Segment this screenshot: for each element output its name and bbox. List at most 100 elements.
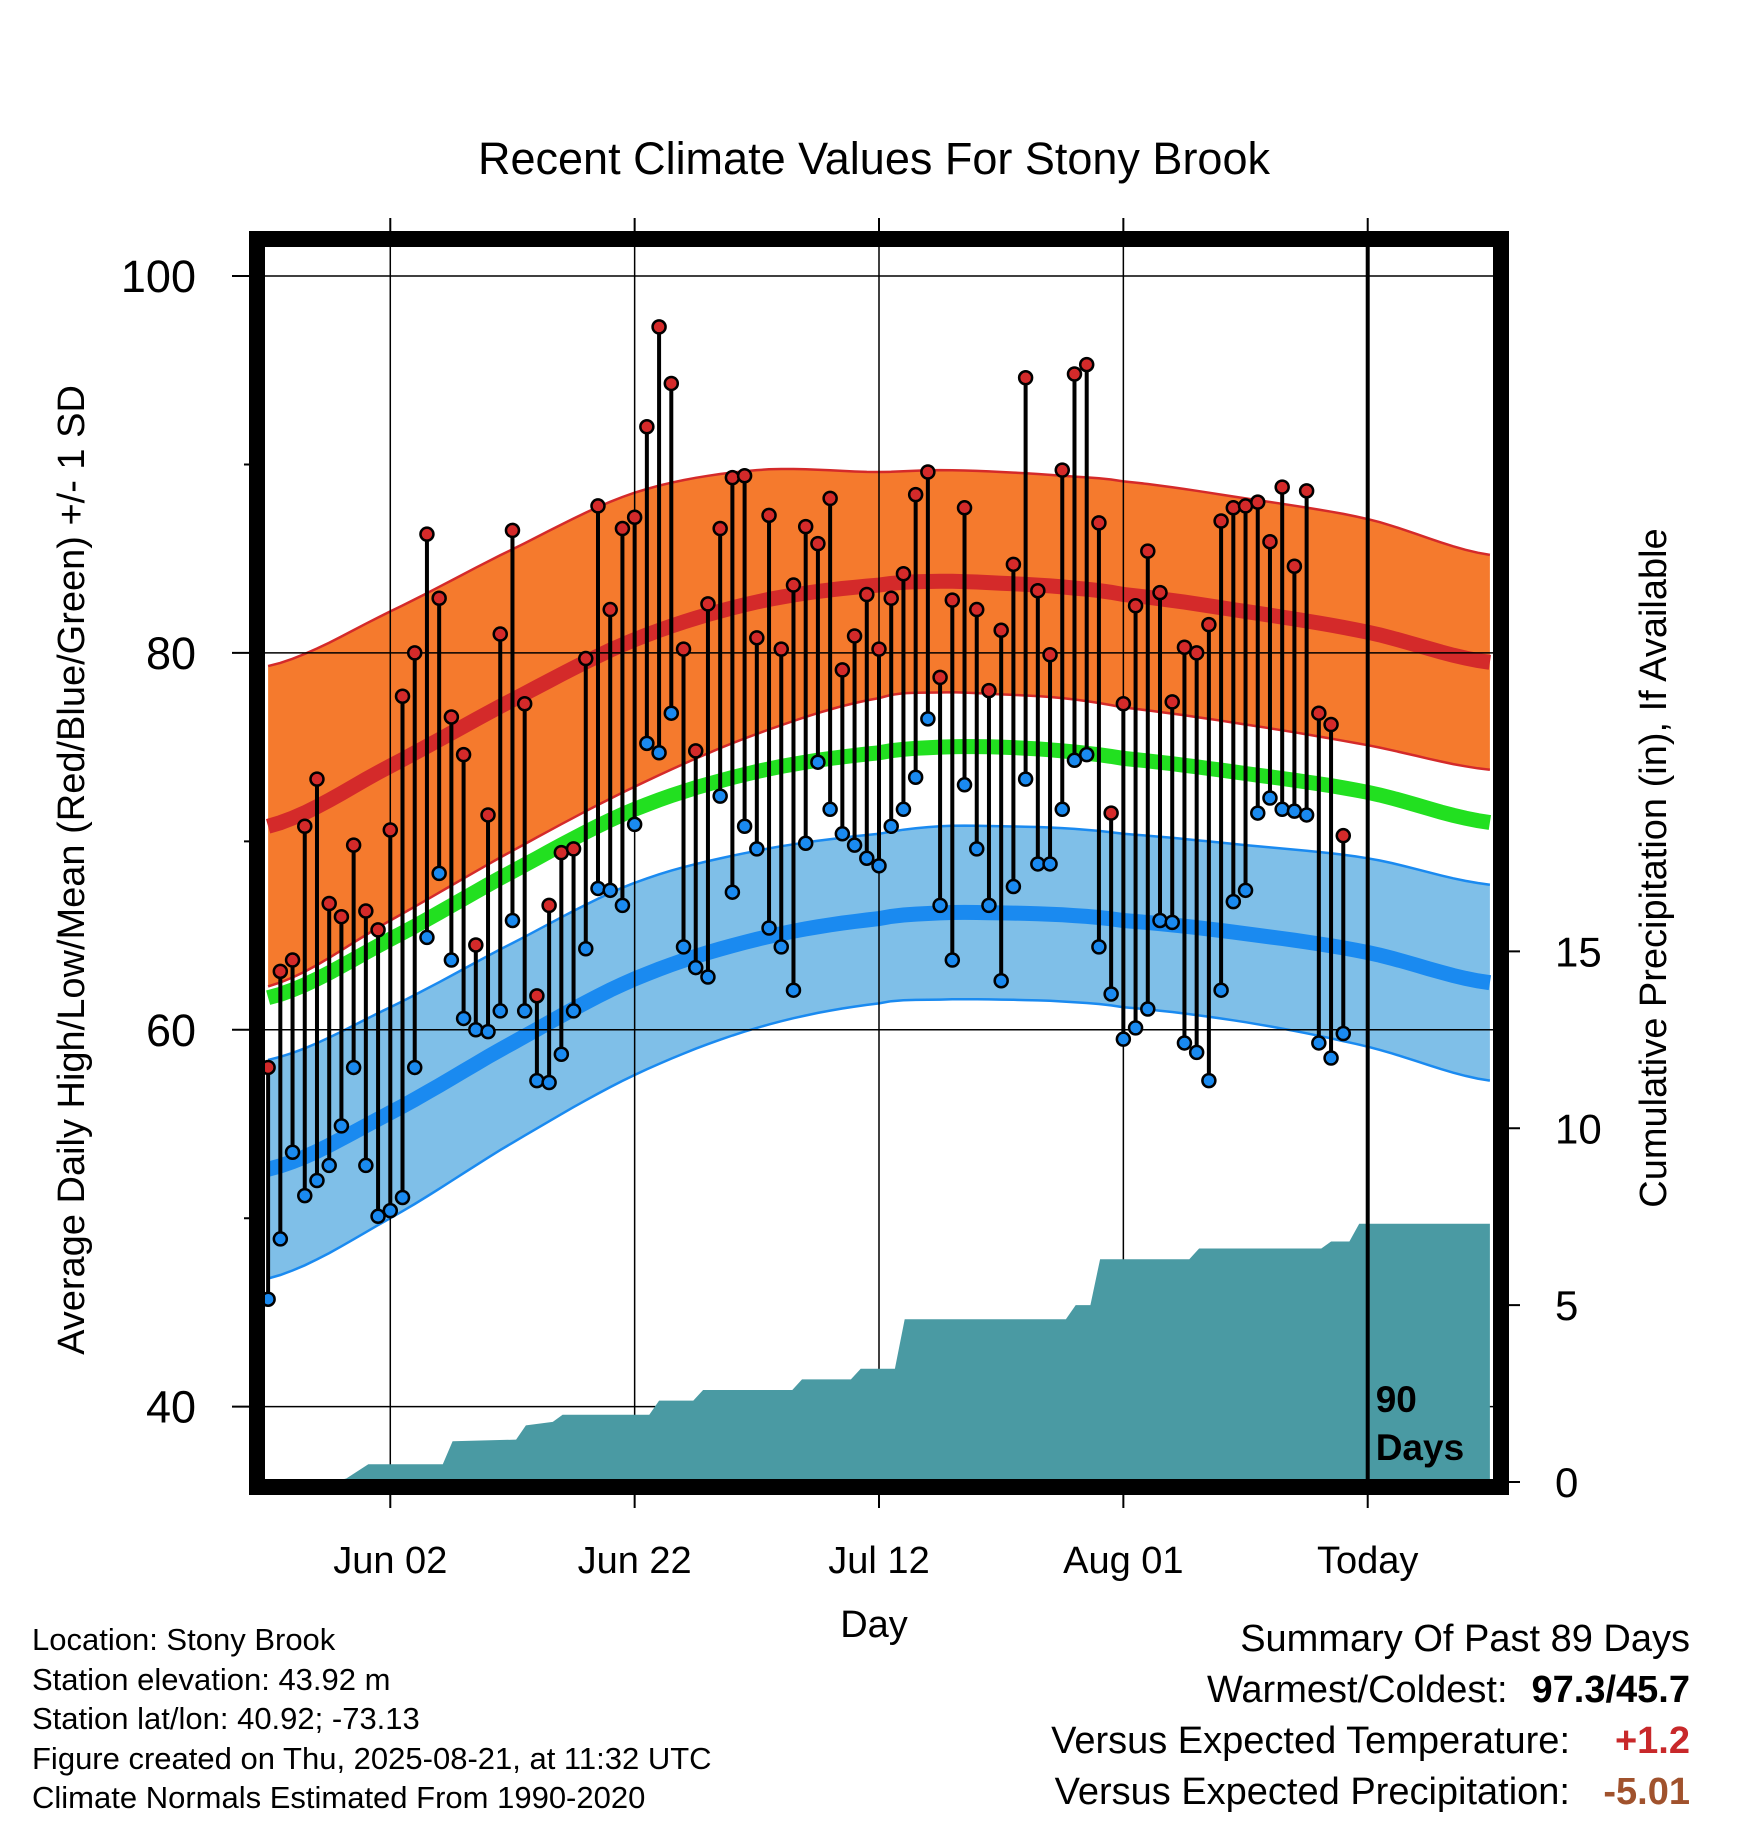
low-point	[272, 1231, 289, 1247]
low-point	[1091, 939, 1107, 955]
chart-labels: Recent Climate Values For Stony Brook Av…	[51, 133, 1675, 1646]
high-point	[712, 520, 728, 537]
low-point	[1188, 1044, 1205, 1061]
high-point	[675, 641, 692, 657]
high-point	[1005, 556, 1022, 573]
low-point	[822, 801, 838, 818]
y2-axis-title: Cumulative Precipitation (in), If Availa…	[1633, 528, 1675, 1207]
high-point	[345, 837, 362, 853]
high-point	[541, 897, 557, 914]
precip-anomaly-row: Versus Expected Precipitation: -5.01	[1051, 1767, 1690, 1818]
x-tick-label: Aug 01	[1063, 1540, 1183, 1582]
high-point	[590, 498, 606, 514]
high-point	[443, 709, 460, 725]
low-point	[1213, 982, 1229, 998]
low-point	[712, 788, 728, 804]
y2-tick-label: 0	[1555, 1459, 1578, 1506]
x-tick-label: Today	[1317, 1540, 1418, 1582]
high-point	[700, 596, 716, 612]
low-point	[1335, 1025, 1352, 1042]
high-point	[1323, 716, 1339, 733]
high-point	[956, 500, 973, 516]
low-point	[1042, 856, 1058, 872]
y-tick-label: 60	[146, 1005, 196, 1056]
high-point	[810, 535, 826, 552]
y-tick-label: 80	[146, 628, 196, 679]
high-point	[1311, 705, 1327, 721]
low-point	[345, 1059, 362, 1076]
low-point	[468, 1022, 484, 1038]
low-point	[529, 1072, 545, 1089]
station-info: Location: Stony Brook Station elevation:…	[32, 1620, 712, 1818]
high-point	[797, 518, 814, 535]
low-point	[1078, 746, 1095, 763]
high-point	[1078, 356, 1095, 373]
low-point	[1127, 1020, 1144, 1036]
high-point	[626, 509, 643, 525]
temp-anomaly-row: Versus Expected Temperature: +1.2	[1051, 1716, 1690, 1767]
today-label-2: Days	[1376, 1427, 1464, 1468]
low-point	[394, 1189, 411, 1206]
low-point	[1237, 882, 1254, 899]
low-point	[602, 882, 618, 899]
high-point	[724, 469, 741, 486]
warmest-coldest-label: Warmest/Coldest:	[1206, 1669, 1508, 1711]
low-point	[541, 1074, 557, 1091]
high-point	[639, 419, 655, 435]
high-point	[284, 952, 301, 968]
high-point	[981, 682, 997, 699]
high-point	[431, 590, 447, 607]
low-point	[773, 939, 790, 955]
high-point	[614, 520, 631, 537]
low-point	[1164, 914, 1180, 931]
low-point	[651, 745, 667, 761]
low-point	[1298, 807, 1315, 823]
high-point	[761, 507, 777, 524]
summary-title: Summary Of Past 89 Days	[1240, 1618, 1690, 1660]
temp-anomaly-label: Versus Expected Temperature:	[1051, 1720, 1570, 1762]
low-point	[761, 920, 777, 936]
y-axis-title: Average Daily High/Low/Mean (Red/Blue/Gr…	[51, 385, 93, 1355]
low-point	[504, 912, 521, 929]
high-point	[1225, 500, 1242, 516]
warmest-coldest-value: 97.3/45.7	[1531, 1669, 1690, 1711]
high-point	[1335, 827, 1352, 844]
high-point	[1030, 582, 1046, 599]
high-point	[358, 903, 374, 919]
low-point	[370, 1208, 386, 1225]
low-point	[358, 1157, 374, 1174]
low-point	[455, 1010, 472, 1027]
low-point	[406, 1059, 423, 1076]
high-point	[578, 650, 594, 667]
high-point	[736, 468, 753, 484]
low-point	[895, 801, 912, 818]
low-point	[297, 1187, 313, 1204]
high-point	[272, 963, 289, 980]
low-point	[859, 850, 875, 867]
high-point	[382, 822, 399, 838]
high-point	[370, 922, 386, 938]
low-point	[724, 884, 741, 900]
observed-temperatures	[260, 319, 1352, 1307]
high-point	[834, 662, 851, 678]
high-point	[1103, 805, 1119, 821]
low-point	[944, 952, 961, 968]
low-point	[480, 1023, 496, 1040]
high-point	[480, 807, 496, 823]
high-point	[1262, 533, 1278, 550]
high-point	[333, 908, 350, 925]
low-point	[1225, 893, 1242, 910]
high-point	[406, 645, 423, 661]
axes: 40 60 80 100 Jun 02 Jun 22 Jul 12 Aug 01 Today 0 5…	[121, 218, 1602, 1582]
low-point	[553, 1046, 570, 1063]
precip-anomaly-label: Versus Expected Precipitation:	[1054, 1771, 1570, 1813]
low-point	[981, 897, 997, 914]
low-point	[932, 897, 948, 914]
low-point	[321, 1157, 337, 1174]
high-point	[1091, 515, 1107, 531]
low-point	[797, 835, 814, 851]
chart-title: Recent Climate Values For Stony Brook	[478, 133, 1271, 184]
high-point	[1298, 483, 1315, 499]
summary-panel: Summary Of Past 89 Days Warmest/Coldest:…	[1051, 1614, 1690, 1818]
